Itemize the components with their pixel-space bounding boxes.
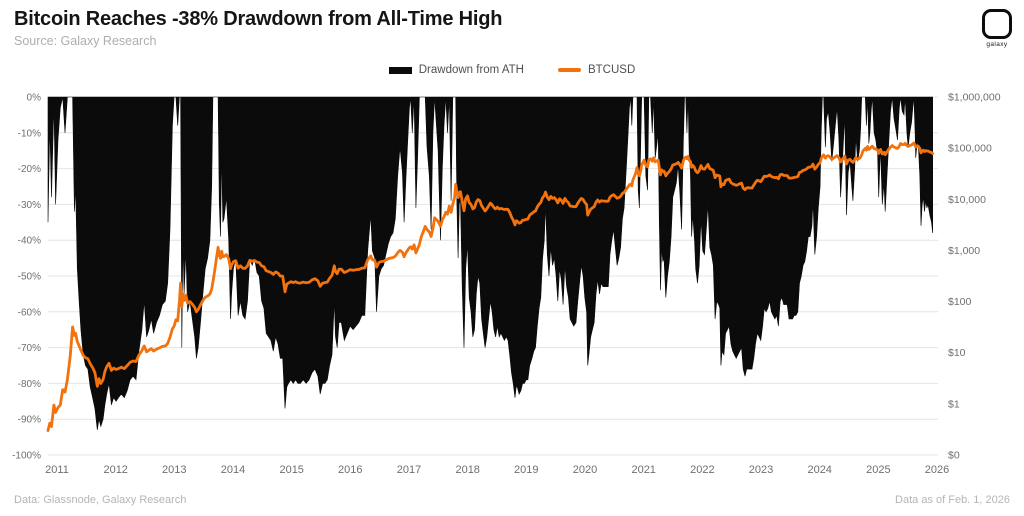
x-axis-tick-label: 2024 [807,464,831,476]
x-axis-tick-label: 2012 [103,464,127,476]
drawdown-area-series [47,96,933,430]
galaxy-logo-icon [982,9,1012,39]
chart-footer: Data: Glassnode, Galaxy Research Data as… [14,494,1010,506]
x-axis-tick-label: 2017 [397,464,421,476]
legend-label-drawdown: Drawdown from ATH [418,64,524,76]
x-axis-tick-label: 2020 [573,464,597,476]
chart-legend: Drawdown from ATH BTCUSD [0,64,1024,76]
drawdown-area-swatch-icon [388,66,412,74]
right-axis-tick-label: $1 [948,398,960,410]
x-axis-tick-label: 2021 [631,464,655,476]
right-axis-tick-label: $1,000,000 [948,92,1001,104]
right-axis-tick-label: $0 [948,450,960,462]
left-axis-tick-label: -30% [18,200,41,211]
x-axis-tick-label: 2011 [45,464,69,476]
x-axis-tick-label: 2025 [866,464,890,476]
x-axis-tick-label: 2013 [162,464,186,476]
left-axis-tick-label: -100% [12,451,41,462]
right-axis-tick-label: $10,000 [948,194,986,206]
x-axis-tick-label: 2022 [690,464,714,476]
left-axis-tick-label: -50% [18,272,41,283]
left-axis-tick-label: -10% [18,128,41,139]
galaxy-logo: galaxy [982,9,1012,48]
x-axis-tick-label: 2018 [455,464,479,476]
right-axis-tick-label: $1,000 [948,245,980,257]
footer-data-source: Data: Glassnode, Galaxy Research [14,494,187,506]
legend-item-drawdown: Drawdown from ATH [388,64,524,76]
galaxy-logo-text: galaxy [986,41,1008,48]
right-axis-tick-label: $10 [948,347,966,359]
legend-item-btcusd: BTCUSD [557,64,636,76]
left-axis-tick-label: -20% [18,164,41,175]
left-axis-tick-label: -70% [18,343,41,354]
right-axis-tick-label: $100,000 [948,143,992,155]
x-axis-tick-label: 2026 [925,464,949,476]
btcusd-line-series [46,141,935,432]
btcusd-line-swatch-icon [557,68,581,72]
x-axis-tick-label: 2016 [338,464,362,476]
page-subtitle: Source: Galaxy Research [14,34,157,48]
chart-header: Bitcoin Reaches -38% Drawdown from All-T… [14,8,502,48]
x-axis-tick-label: 2019 [514,464,538,476]
x-axis-tick-label: 2015 [279,464,303,476]
x-axis-tick-label: 2014 [221,464,245,476]
left-axis-tick-label: -40% [18,236,41,247]
legend-label-btcusd: BTCUSD [587,64,636,76]
x-axis-tick-label: 2023 [749,464,773,476]
left-axis-tick-label: -80% [18,379,41,390]
page-title: Bitcoin Reaches -38% Drawdown from All-T… [14,8,503,30]
left-axis-tick-label: -90% [18,415,41,426]
left-axis-tick-label: 0% [27,93,42,104]
footer-data-asof: Data as of Feb. 1, 2026 [895,494,1010,506]
left-axis-tick-label: -60% [18,307,41,318]
right-axis-tick-label: $100 [948,296,972,308]
